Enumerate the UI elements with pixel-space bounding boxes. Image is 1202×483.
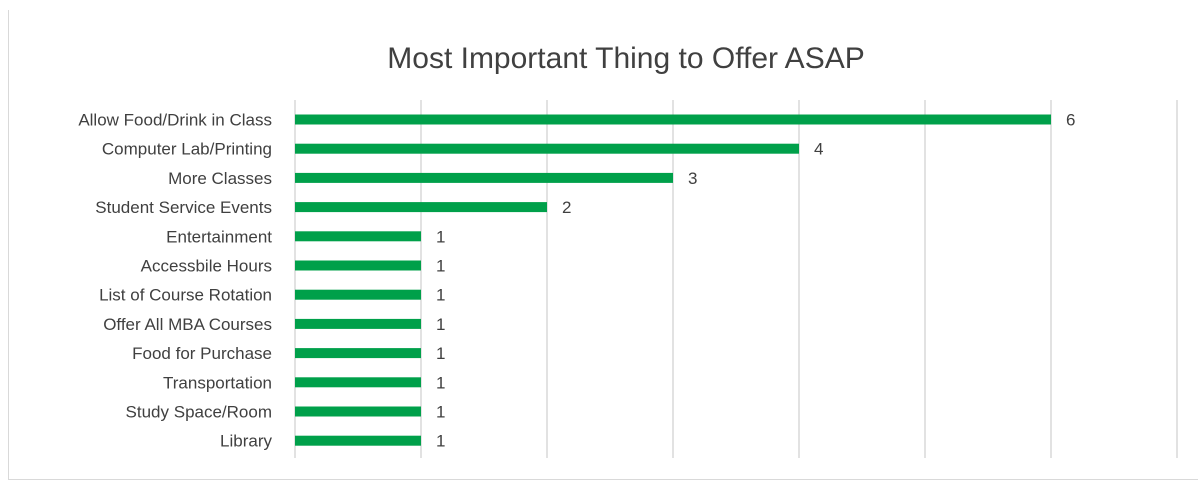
- data-labels: 6 4 3 2 1 1 1 1 1 1 1 1: [436, 111, 1075, 451]
- category-label: Allow Food/Drink in Class: [78, 111, 272, 130]
- category-label: Entertainment: [166, 227, 272, 246]
- chart-title: Most Important Thing to Offer ASAP: [387, 42, 864, 75]
- data-label: 1: [436, 227, 445, 246]
- data-label: 1: [436, 373, 445, 392]
- bar: [295, 348, 421, 359]
- data-label: 1: [436, 403, 445, 422]
- bar: [295, 289, 421, 300]
- data-label: 1: [436, 315, 445, 334]
- category-label: Computer Lab/Printing: [102, 140, 272, 159]
- data-label: 2: [562, 198, 571, 217]
- bar: [295, 143, 799, 154]
- bar: [295, 260, 421, 271]
- bars: [295, 114, 1051, 446]
- data-label: 4: [814, 140, 823, 159]
- bar: [295, 202, 547, 213]
- category-label: Food for Purchase: [132, 344, 272, 363]
- category-label: Library: [220, 432, 272, 451]
- bar: [295, 172, 673, 183]
- bar: [295, 114, 1051, 125]
- bar: [295, 435, 421, 446]
- gridlines: [294, 100, 1178, 458]
- data-label: 3: [688, 169, 697, 188]
- bar: [295, 318, 421, 329]
- data-label: 1: [436, 432, 445, 451]
- category-label: More Classes: [168, 169, 272, 188]
- bar: [295, 406, 421, 417]
- data-label: 1: [436, 257, 445, 276]
- category-label: List of Course Rotation: [99, 286, 272, 305]
- bar: [295, 377, 421, 388]
- data-label: 6: [1066, 111, 1075, 130]
- category-label: Offer All MBA Courses: [103, 315, 272, 334]
- data-label: 1: [436, 344, 445, 363]
- category-label: Accessbile Hours: [141, 257, 272, 276]
- data-label: 1: [436, 286, 445, 305]
- category-labels: Allow Food/Drink in Class Computer Lab/Pr…: [78, 111, 272, 451]
- category-label: Transportation: [163, 373, 272, 392]
- category-label: Student Service Events: [95, 198, 272, 217]
- category-label: Study Space/Room: [126, 403, 272, 422]
- bar: [295, 231, 421, 242]
- chart-frame: [8, 10, 1198, 480]
